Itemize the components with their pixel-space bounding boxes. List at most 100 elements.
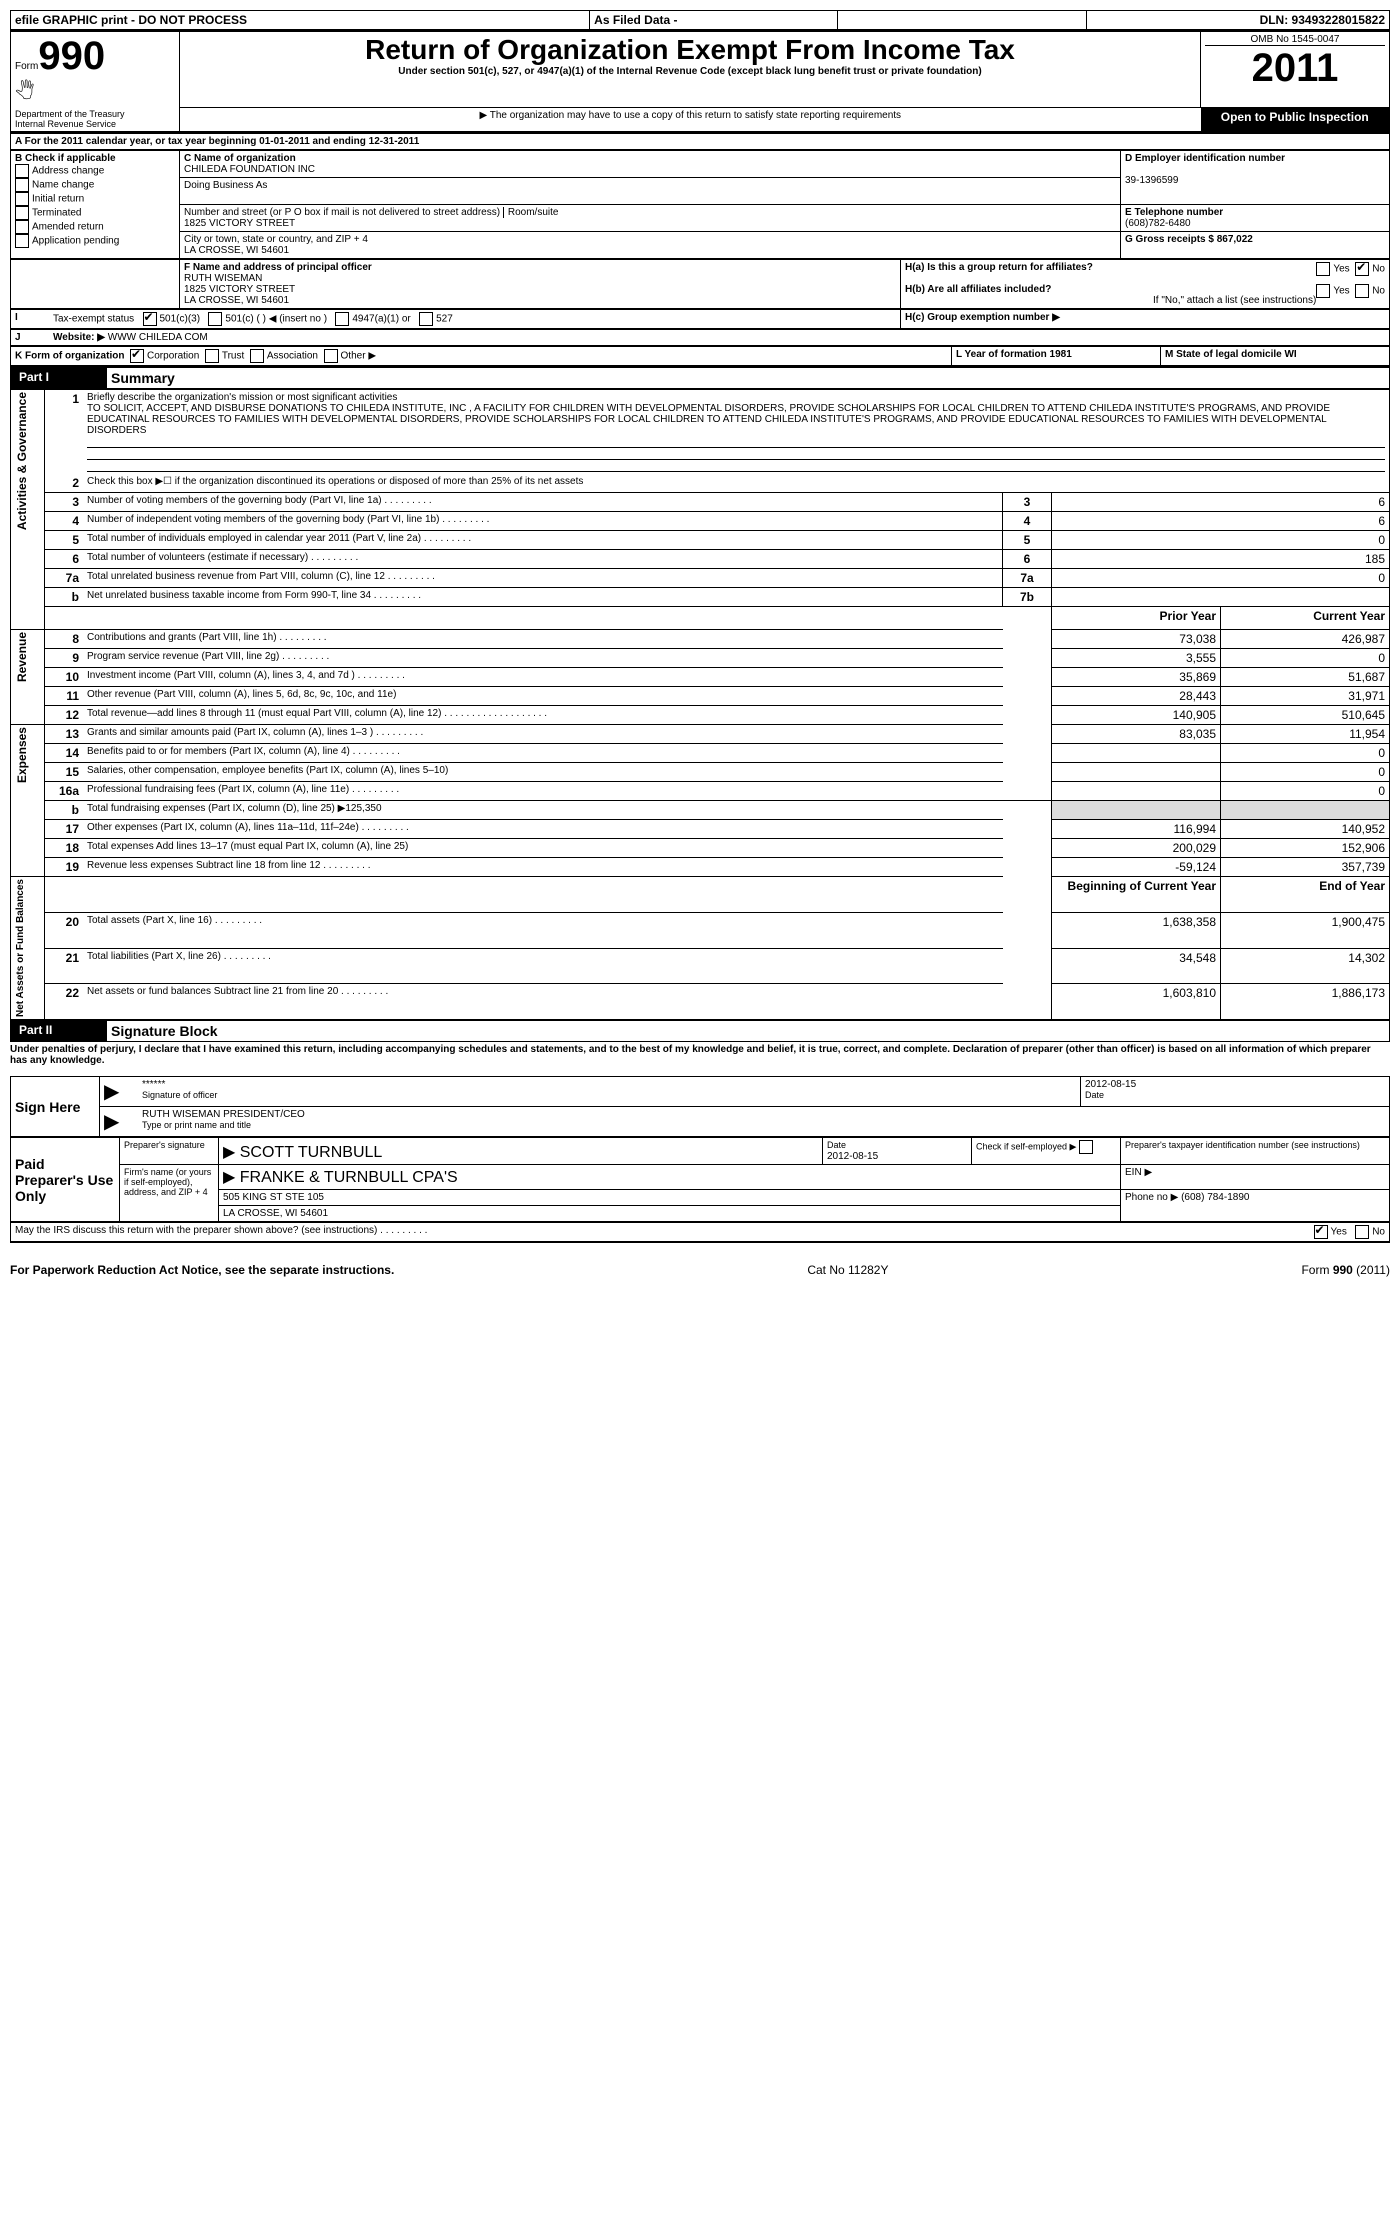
part-i-heading: Summary [107,368,1390,389]
checkbox-initial-return[interactable] [15,192,29,206]
cb-assoc[interactable] [250,349,264,363]
begin-year-head: Beginning of Current Year [1052,877,1221,913]
cb-4947[interactable] [335,312,349,326]
l-label: L Year of formation 1981 [956,349,1072,360]
firm-label: Firm's name (or yours if self-employed),… [120,1165,219,1222]
footer-mid: Cat No 11282Y [807,1263,888,1277]
street-label: Number and street (or P O box if mail is… [184,207,500,218]
gross-receipts: G Gross receipts $ 867,022 [1121,232,1390,259]
cb-self-employed[interactable] [1079,1140,1093,1154]
sig-date: 2012-08-15 [1085,1079,1136,1090]
sig-officer-label: Signature of officer [142,1090,217,1100]
officer-street: 1825 VICTORY STREET [184,284,295,295]
tax-status-label: Tax-exempt status [53,314,134,325]
officer-name: RUTH WISEMAN [184,273,262,284]
k-label: K Form of organization [15,351,124,362]
org-name: CHILEDA FOUNDATION INC [184,164,315,175]
firm-phone: Phone no ▶ (608) 784-1890 [1121,1190,1390,1222]
side-revenue: Revenue [15,632,29,682]
efile-bar: efile GRAPHIC print - DO NOT PROCESS As … [10,10,1390,31]
hb-label: H(b) Are all affiliates included? [905,284,1051,295]
part-i-header: Part I Summary [10,367,1390,389]
page-footer: For Paperwork Reduction Act Notice, see … [10,1263,1390,1277]
open-inspection: Open to Public Inspection [1201,108,1390,132]
cb-527[interactable] [419,312,433,326]
cb-corp[interactable] [130,349,144,363]
hb-note: If "No," attach a list (see instructions… [905,295,1385,306]
cb-501c[interactable] [208,312,222,326]
phone-label: E Telephone number [1125,207,1223,218]
side-governance: Activities & Governance [15,392,29,530]
checkbox-pending[interactable] [15,234,29,248]
end-year-head: End of Year [1221,877,1390,913]
dba-label: Doing Business As [184,180,267,191]
ha-label: H(a) Is this a group return for affiliat… [905,262,1093,273]
phone-value: (608)782-6480 [1125,218,1191,229]
cb-other[interactable] [324,349,338,363]
website-row: J Website: ▶ WWW CHILEDA COM [10,329,1390,346]
part-i-body: Activities & Governance 1 Briefly descri… [10,389,1390,1020]
sign-here-label: Sign Here [11,1077,100,1137]
footer-right: Form 990 (2011) [1301,1263,1390,1277]
firm-street: 505 KING ST STE 105 [219,1190,1121,1206]
dept-label: Department of the Treasury [15,109,175,119]
prep-sig-label: Preparer's signature [120,1138,219,1165]
hb-no[interactable] [1355,284,1369,298]
asfiled-text: As Filed Data - [590,11,838,31]
prep-date: 2012-08-15 [827,1151,878,1162]
cb-501c3[interactable] [143,312,157,326]
checkbox-amended[interactable] [15,220,29,234]
irs-label: Internal Revenue Service [15,119,175,129]
part-ii-heading: Signature Block [107,1021,1390,1042]
part-i-label: Part I [11,368,108,389]
ha-yes[interactable] [1316,262,1330,276]
prior-year-head: Prior Year [1052,607,1221,626]
side-expenses: Expenses [15,727,29,783]
paid-label: Paid Preparer's Use Only [11,1138,120,1222]
discuss-label: May the IRS discuss this return with the… [11,1223,1182,1243]
tax-year: 2011 [1205,46,1385,91]
side-netassets: Net Assets or Fund Balances [15,879,26,1017]
current-year-head: Current Year [1221,607,1390,626]
asfiled-blank [838,11,1086,31]
ha-no[interactable] [1355,262,1369,276]
tax-year-line: A For the 2011 calendar year, or tax yea… [11,134,1390,150]
section-a: A For the 2011 calendar year, or tax yea… [10,133,1390,150]
type-name-label: Type or print name and title [142,1120,251,1130]
self-emp-label: Check if self-employed ▶ [976,1141,1076,1151]
ptin-label: Preparer's taxpayer identification numbe… [1121,1138,1390,1165]
checkbox-terminated[interactable] [15,206,29,220]
website-label: Website: ▶ [53,332,105,343]
officer-block: F Name and address of principal officer … [10,259,1390,309]
perjury-text: Under penalties of perjury, I declare th… [10,1042,1390,1076]
part-ii-label: Part II [11,1021,108,1042]
checkbox-name-change[interactable] [15,178,29,192]
preparer-block: Paid Preparer's Use Only Preparer's sign… [10,1137,1390,1222]
website-value: WWW CHILEDA COM [108,332,208,343]
mission-text: TO SOLICIT, ACCEPT, AND DISBURSE DONATIO… [87,403,1330,436]
discuss-yes[interactable] [1314,1225,1328,1239]
footer-left: For Paperwork Reduction Act Notice, see … [10,1263,394,1277]
q2-label: Check this box ▶☐ if the organization di… [83,474,1390,493]
m-label: M State of legal domicile WI [1165,349,1297,360]
section-b-label: B Check if applicable [15,153,175,164]
firm-city: LA CROSSE, WI 54601 [219,1206,1121,1222]
city-value: LA CROSSE, WI 54601 [184,245,289,256]
form-word: Form [15,61,38,72]
officer-printed: RUTH WISEMAN PRESIDENT/CEO [142,1109,305,1120]
form-header: Form990 🖑 Department of the Treasury Int… [10,31,1390,133]
ein-prep: EIN ▶ [1121,1165,1390,1190]
discuss-no[interactable] [1355,1225,1369,1239]
officer-label: F Name and address of principal officer [184,262,372,273]
checkbox-address-change[interactable] [15,164,29,178]
city-label: City or town, state or country, and ZIP … [184,234,368,245]
klm-row: K Form of organization Corporation Trust… [10,346,1390,367]
form-subtitle: Under section 501(c), 527, or 4947(a)(1)… [184,66,1196,77]
q1-label: Briefly describe the organization's miss… [87,392,397,403]
form-title: Return of Organization Exempt From Incom… [184,34,1196,66]
cb-trust[interactable] [205,349,219,363]
prep-name: SCOTT TURNBULL [240,1144,383,1161]
dln-text: DLN: 93493228015822 [1086,11,1389,31]
hb-yes[interactable] [1316,284,1330,298]
street-value: 1825 VICTORY STREET [184,218,295,229]
